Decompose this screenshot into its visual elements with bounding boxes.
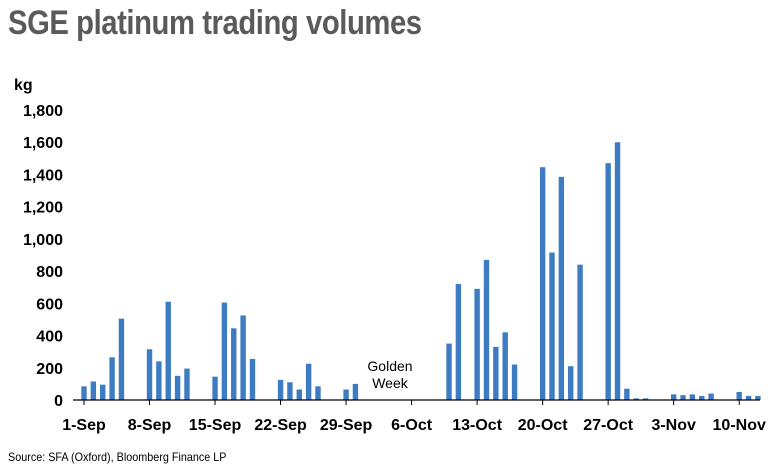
y-tick-label: 1,600 [23, 135, 63, 152]
bar [231, 328, 237, 400]
x-tick-label: 20-Oct [518, 417, 568, 434]
y-tick-label: 1,000 [23, 232, 63, 249]
y-axis-ticks: 0 200 400 600 800 1,000 1,200 1,400 1,600 1,800 [23, 103, 63, 410]
bar [689, 394, 696, 400]
x-tick-label: 8-Sep [128, 417, 172, 434]
bar [315, 386, 321, 400]
annotation-golden-week-line-2: Week [372, 375, 409, 391]
annotation-golden-week-line-1: Golden [367, 358, 412, 374]
bar [642, 398, 649, 400]
bar [287, 382, 293, 400]
bar [343, 389, 349, 400]
x-tick-label: 3-Nov [651, 417, 696, 434]
bar [614, 142, 621, 400]
bar [455, 284, 462, 400]
bar [240, 315, 246, 400]
x-tick-label: 22-Sep [254, 417, 307, 434]
bar [493, 346, 499, 400]
bar [156, 361, 162, 400]
x-tick-label: 1-Sep [62, 417, 106, 434]
x-tick-label: 29-Sep [320, 417, 373, 434]
bar [605, 163, 611, 400]
x-axis-ticks: 1-Sep 8-Sep 15-Sep 22-Sep 29-Sep 6-Oct 13-Oct 2… [62, 400, 766, 434]
bar [755, 395, 761, 400]
bar [165, 301, 171, 400]
y-tick-label: 600 [36, 296, 63, 313]
chart-title: SGE platinum trading volumes [8, 4, 422, 42]
bar [736, 391, 742, 400]
bar [100, 384, 106, 400]
x-tick-label: 15-Sep [189, 417, 242, 434]
bar [249, 358, 256, 400]
bar [568, 366, 574, 400]
bar [146, 349, 153, 400]
x-tick-label: 6-Oct [391, 417, 433, 434]
bar [174, 375, 181, 400]
bar [699, 395, 705, 400]
x-tick-label: 13-Oct [452, 417, 502, 434]
bar [624, 388, 630, 400]
y-tick-label: 800 [36, 264, 63, 281]
y-tick-label: 400 [36, 329, 63, 346]
bar [305, 363, 312, 400]
source-note: Source: SFA (Oxford), Bloomberg Finance … [8, 450, 227, 464]
bar [118, 318, 125, 400]
bar [184, 368, 190, 400]
bar [549, 252, 555, 400]
y-tick-label: 1,200 [23, 200, 63, 217]
bar [633, 398, 639, 400]
bar [539, 167, 546, 400]
bar [502, 332, 508, 400]
bar [670, 394, 677, 400]
bar [352, 383, 359, 400]
bar [745, 395, 752, 400]
bar [446, 343, 452, 400]
bar [708, 393, 714, 400]
bar [511, 364, 518, 400]
bar [212, 376, 218, 400]
y-tick-label: 1,800 [23, 103, 63, 120]
bar [680, 395, 686, 400]
bar [577, 264, 583, 400]
bar [483, 259, 490, 400]
bar [81, 386, 87, 400]
bar [109, 357, 115, 400]
y-tick-label: 200 [36, 361, 63, 378]
x-tick-label: 10-Nov [713, 417, 766, 434]
y-tick-label: 0 [54, 393, 63, 410]
bar [277, 379, 284, 400]
bar-series [81, 142, 761, 400]
y-tick-label: 1,400 [23, 167, 63, 184]
bar [558, 176, 565, 400]
y-axis-unit-label: kg [14, 77, 33, 94]
x-tick-label: 27-Oct [583, 417, 633, 434]
bar [221, 302, 228, 400]
bar [90, 381, 97, 400]
bar [296, 389, 302, 400]
bar [474, 288, 480, 400]
